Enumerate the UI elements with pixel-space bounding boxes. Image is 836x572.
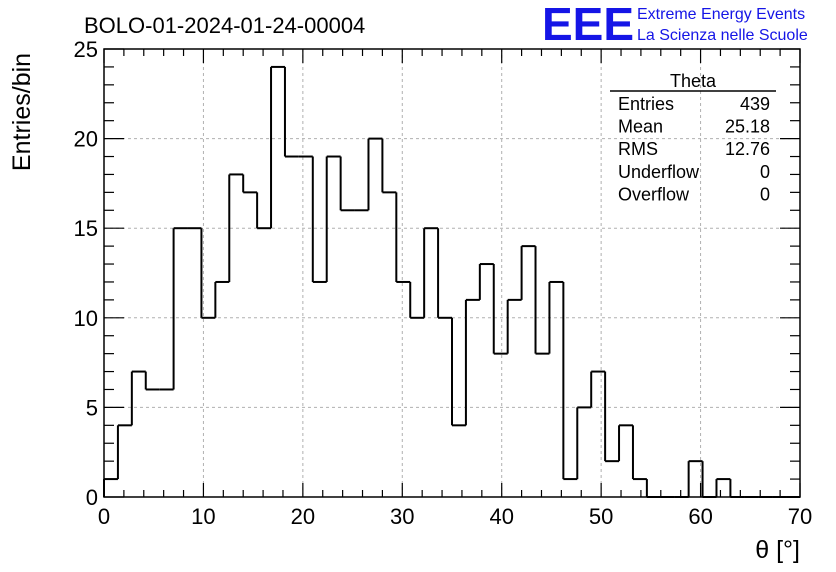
stats-box: Theta Entries 439 Mean 25.18 RMS 12.76 Underfl… bbox=[610, 71, 776, 204]
stats-row-label: Entries bbox=[618, 94, 674, 114]
stats-row-value: 439 bbox=[740, 94, 770, 114]
eee-logo: EEE Extreme Energy Events La Scienza nel… bbox=[542, 0, 808, 50]
x-tick-label: 10 bbox=[191, 504, 215, 529]
stats-row-value: 12.76 bbox=[725, 139, 770, 159]
logo-line-2: La Scienza nelle Scuole bbox=[637, 27, 808, 44]
y-tick-label: 25 bbox=[74, 37, 98, 62]
x-axis-label: θ [°] bbox=[755, 536, 800, 564]
y-tick-label: 20 bbox=[74, 127, 98, 152]
stats-row-label: Mean bbox=[618, 117, 663, 137]
stats-row-label: Underflow bbox=[618, 162, 700, 182]
x-tick-label: 60 bbox=[688, 504, 712, 529]
stats-row-label: RMS bbox=[618, 139, 658, 159]
axis-ticks bbox=[103, 48, 801, 498]
logo-mark: EEE bbox=[542, 0, 634, 50]
stats-row-value: 25.18 bbox=[725, 117, 770, 137]
x-tick-label: 20 bbox=[291, 504, 315, 529]
stats-row-label: Overflow bbox=[618, 184, 690, 204]
stats-rows: Entries 439 Mean 25.18 RMS 12.76 Underflow 0 Ove… bbox=[618, 94, 770, 204]
y-tick-label: 5 bbox=[86, 395, 98, 420]
y-tick-label: 10 bbox=[74, 306, 98, 331]
x-tick-label: 0 bbox=[98, 504, 110, 529]
x-tick-labels: 0 10 20 30 40 50 60 70 bbox=[98, 504, 812, 529]
x-tick-label: 40 bbox=[489, 504, 513, 529]
stats-row-value: 0 bbox=[760, 184, 770, 204]
stats-row-value: 0 bbox=[760, 162, 770, 182]
stats-title: Theta bbox=[670, 71, 717, 91]
logo-line-1: Extreme Energy Events bbox=[637, 6, 805, 23]
y-axis-label: Entries/bin bbox=[8, 53, 36, 171]
plot-frame bbox=[103, 48, 801, 498]
y-tick-label: 15 bbox=[74, 216, 98, 241]
chart-title: BOLO-01-2024-01-24-00004 bbox=[84, 13, 365, 38]
x-tick-label: 70 bbox=[788, 504, 812, 529]
y-tick-label: 0 bbox=[86, 485, 98, 510]
y-tick-labels: 0 5 10 15 20 25 bbox=[74, 37, 98, 510]
x-tick-label: 30 bbox=[390, 504, 414, 529]
x-tick-label: 50 bbox=[589, 504, 613, 529]
